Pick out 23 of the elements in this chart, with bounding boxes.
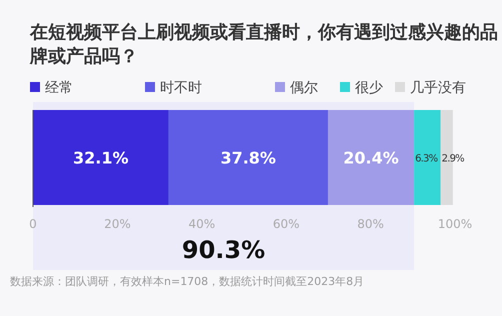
bar <box>168 110 328 205</box>
x-tick-label: 60% <box>272 217 300 231</box>
chart-title: 在短视频平台上刷视频或看直播时，你有遇到过感兴趣的品牌或产品吗？ <box>29 22 498 67</box>
legend-label: 经常 <box>45 80 73 96</box>
x-tick-label: 40% <box>188 217 216 231</box>
bar <box>33 110 168 205</box>
band-label: 90.3% <box>182 236 266 264</box>
x-tick-label: 0 <box>29 217 37 231</box>
legend-label: 时不时 <box>160 80 202 96</box>
data-label: 20.4% <box>343 148 399 168</box>
data-label: 32.1% <box>72 148 128 168</box>
bar <box>328 110 414 205</box>
legend-label: 几乎没有 <box>410 80 466 96</box>
x-tick-label: 20% <box>104 217 131 231</box>
data-label: 2.9% <box>442 154 464 164</box>
source-note: 数据来源：团队调研，有效样本n=1708，数据统计时间截至2023年8月 <box>10 275 364 288</box>
bar <box>414 110 441 205</box>
legend-label: 很少 <box>355 80 383 96</box>
x-tick-label: 100% <box>438 217 472 231</box>
x-tick-label: 80% <box>357 217 384 231</box>
data-label: 6.3% <box>415 154 438 164</box>
legend-label: 偶尔 <box>290 80 318 96</box>
data-label: 37.8% <box>220 148 276 168</box>
